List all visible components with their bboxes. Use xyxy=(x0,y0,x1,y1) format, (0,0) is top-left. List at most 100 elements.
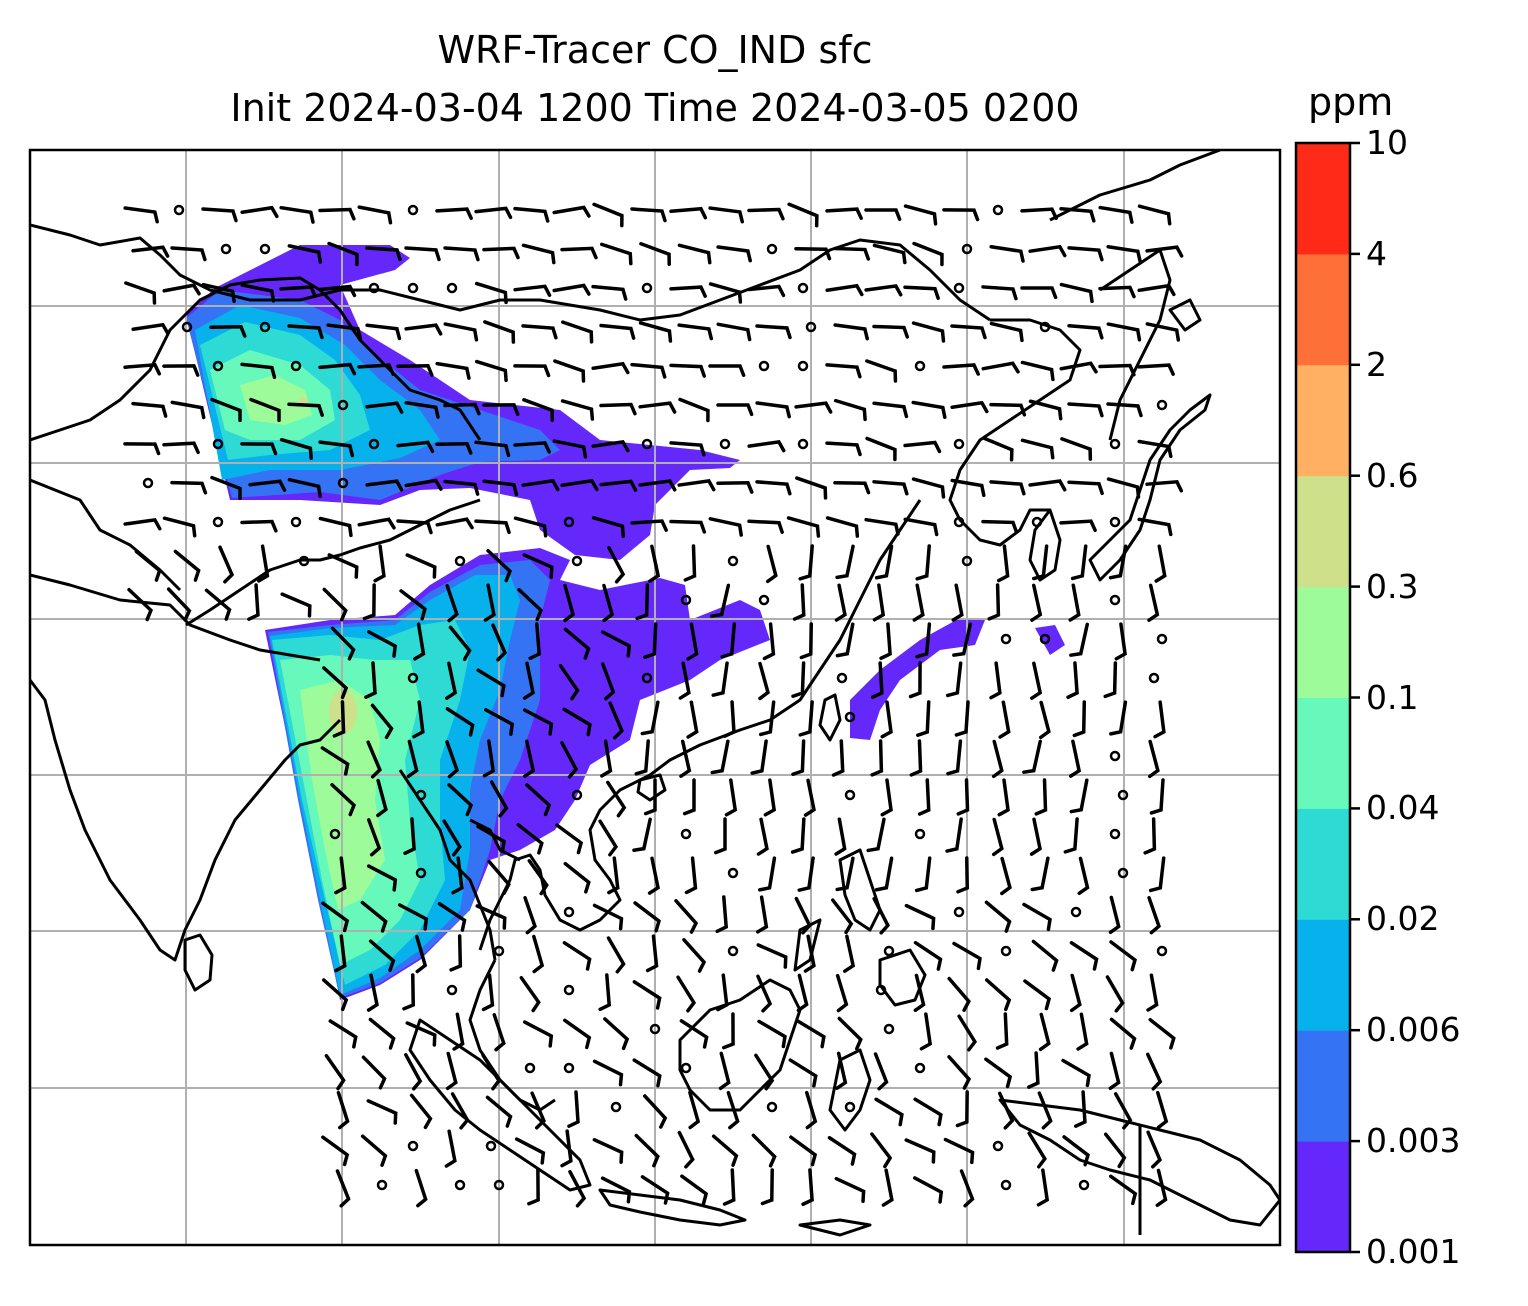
wind-barb xyxy=(686,700,699,739)
wind-barb xyxy=(1108,544,1128,580)
wind-barb xyxy=(997,778,1010,817)
calm-wind-marker xyxy=(1039,633,1051,645)
wind-barb xyxy=(553,359,586,383)
wind-barb xyxy=(396,519,433,535)
wind-barbs xyxy=(123,202,1184,1208)
wind-barb xyxy=(1023,979,1052,1011)
wind-barb xyxy=(1137,363,1175,376)
wind-barb xyxy=(412,700,425,739)
calm-wind-marker xyxy=(1109,516,1121,528)
wind-barb xyxy=(1105,975,1125,1013)
wind-barb xyxy=(722,1012,735,1050)
palawan xyxy=(793,918,822,972)
calm-wind-marker xyxy=(953,516,965,528)
wind-barb xyxy=(532,934,545,974)
wind-barb xyxy=(997,1091,1015,1130)
wind-barb xyxy=(162,441,200,455)
wind-barb xyxy=(864,208,902,222)
wind-barb xyxy=(643,622,658,659)
wind-barb xyxy=(324,1053,346,1091)
wind-barb xyxy=(833,398,867,422)
wind-barb xyxy=(1069,973,1082,1013)
wind-barb xyxy=(747,519,784,534)
wind-barb xyxy=(1109,1017,1137,1050)
wind-barb xyxy=(366,1099,398,1125)
wind-barb xyxy=(680,1174,709,1206)
wind-barb xyxy=(950,324,987,340)
wind-barb xyxy=(1038,1012,1051,1052)
wind-barb xyxy=(201,282,236,303)
wind-barb xyxy=(678,661,691,700)
wind-barb xyxy=(908,661,922,699)
wind-barb xyxy=(522,1020,554,1048)
wind-barb xyxy=(327,553,359,579)
china-west-border xyxy=(30,276,482,442)
calm-wind-marker xyxy=(766,243,778,255)
wind-barb xyxy=(713,817,727,855)
wind-barb xyxy=(1155,1168,1168,1208)
wind-barb xyxy=(522,398,555,422)
wind-barb xyxy=(872,583,886,622)
wind-barb xyxy=(682,778,696,816)
wind-barb xyxy=(322,587,348,622)
wind-barb xyxy=(1109,940,1137,972)
wind-barb xyxy=(1077,856,1090,896)
wind-barb xyxy=(173,549,201,582)
calm-wind-marker xyxy=(727,555,739,567)
wind-barb xyxy=(204,588,232,621)
wind-barb xyxy=(591,361,630,375)
wind-barb xyxy=(1143,817,1157,855)
wind-barb xyxy=(724,778,738,817)
wind-barb xyxy=(560,741,579,779)
wind-barb xyxy=(1059,207,1096,223)
wind-barb xyxy=(492,1013,506,1052)
wind-barb xyxy=(366,864,398,892)
wind-barb xyxy=(321,901,350,933)
wind-barb xyxy=(1068,739,1082,778)
wind-barb xyxy=(279,285,317,298)
wind-barb xyxy=(1020,360,1055,382)
wind-barb xyxy=(247,583,260,621)
wind-barb xyxy=(513,441,551,454)
wind-barb xyxy=(240,283,276,303)
wind-barb xyxy=(945,817,963,853)
wind-barb xyxy=(443,246,480,262)
wind-barb xyxy=(519,976,541,1013)
wind-barb xyxy=(365,246,402,262)
wind-barb xyxy=(486,548,513,583)
calm-wind-marker xyxy=(883,945,895,957)
calm-wind-marker xyxy=(1156,633,1168,645)
wind-barb xyxy=(362,583,376,621)
wind-barb xyxy=(1154,544,1167,583)
wind-barb xyxy=(1022,902,1052,932)
wind-barb xyxy=(1068,583,1081,622)
wind-barb xyxy=(328,1019,358,1049)
wind-barb xyxy=(794,401,833,414)
wind-barb xyxy=(723,700,736,738)
colorbar-segment xyxy=(1296,1030,1350,1142)
wind-barb xyxy=(517,587,543,622)
wind-barb xyxy=(638,479,677,492)
calm-wind-marker xyxy=(220,243,232,255)
wind-barb xyxy=(513,206,550,223)
calm-wind-marker xyxy=(298,555,310,567)
wind-barb xyxy=(794,247,832,261)
map-title-line1: WRF-Tracer CO_IND sfc xyxy=(437,28,873,72)
wind-barb xyxy=(718,1051,731,1091)
wind-barb xyxy=(482,739,496,778)
plume-north-lime xyxy=(240,375,312,425)
wind-barb xyxy=(762,622,776,661)
wind-barb xyxy=(201,207,238,223)
calm-wind-marker xyxy=(407,204,419,216)
wind-barb xyxy=(1098,205,1134,224)
wind-barb xyxy=(1030,583,1043,622)
wind-barb xyxy=(669,441,706,457)
wind-barb xyxy=(360,1134,388,1167)
wind-barb xyxy=(987,583,1001,621)
wind-barb xyxy=(131,245,170,258)
wind-barb xyxy=(552,283,591,296)
wind-barb xyxy=(399,589,427,621)
wind-barb xyxy=(803,934,816,973)
wind-barb xyxy=(523,896,537,935)
calm-wind-marker xyxy=(953,438,965,450)
